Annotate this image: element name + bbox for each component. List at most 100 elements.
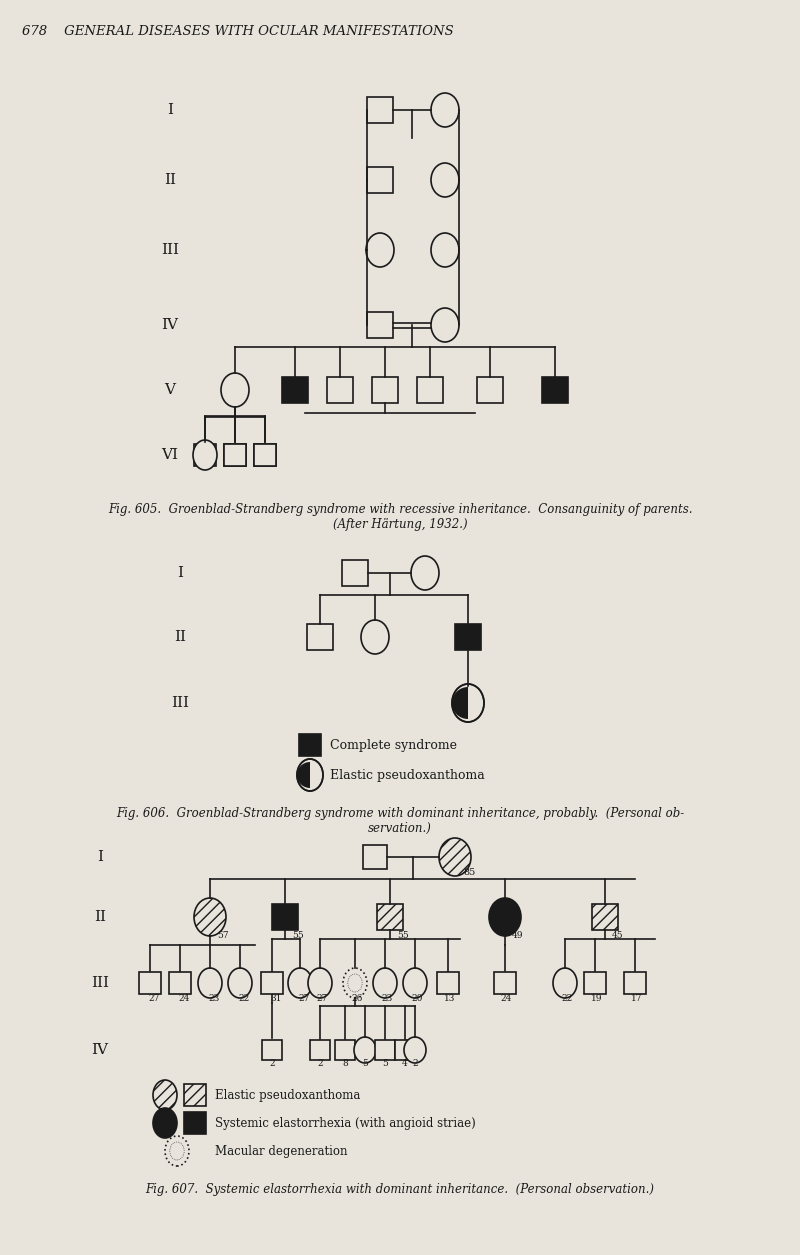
- Text: 27: 27: [316, 994, 327, 1003]
- Bar: [139, 973, 161, 994]
- Ellipse shape: [288, 968, 312, 998]
- Text: 55: 55: [397, 931, 409, 940]
- Text: 22: 22: [238, 994, 250, 1003]
- Ellipse shape: [404, 1037, 426, 1063]
- Ellipse shape: [228, 968, 252, 998]
- Text: 5: 5: [362, 1059, 368, 1068]
- Bar: [477, 376, 503, 403]
- Bar: [592, 904, 618, 930]
- Text: 678    GENERAL DISEASES WITH OCULAR MANIFESTATIONS: 678 GENERAL DISEASES WITH OCULAR MANIFES…: [22, 25, 454, 38]
- Ellipse shape: [411, 556, 439, 590]
- Text: Systemic elastorrhexia (with angioid striae): Systemic elastorrhexia (with angioid str…: [215, 1117, 476, 1130]
- Text: 27: 27: [298, 994, 310, 1003]
- Bar: [224, 444, 246, 466]
- Text: 24: 24: [178, 994, 190, 1003]
- Ellipse shape: [452, 684, 484, 722]
- Bar: [254, 444, 276, 466]
- Text: 13: 13: [444, 994, 455, 1003]
- Bar: [417, 376, 443, 403]
- Text: 27: 27: [148, 994, 159, 1003]
- Bar: [224, 444, 246, 466]
- Text: II: II: [164, 173, 176, 187]
- Text: I: I: [167, 103, 173, 117]
- Text: II: II: [174, 630, 186, 644]
- Text: 20: 20: [411, 994, 422, 1003]
- Bar: [307, 624, 333, 650]
- Ellipse shape: [439, 838, 471, 876]
- Ellipse shape: [348, 974, 362, 991]
- Ellipse shape: [361, 620, 389, 654]
- Ellipse shape: [308, 968, 332, 998]
- Bar: [542, 376, 568, 403]
- Bar: [335, 1040, 355, 1060]
- Ellipse shape: [373, 968, 397, 998]
- Text: Fig. 605.  Groenblad-Strandberg syndrome with recessive inheritance.  Consanguin: Fig. 605. Groenblad-Strandberg syndrome …: [108, 503, 692, 531]
- Bar: [494, 973, 516, 994]
- Ellipse shape: [170, 1142, 184, 1160]
- Text: 19: 19: [591, 994, 602, 1003]
- Ellipse shape: [431, 93, 459, 127]
- Bar: [272, 904, 298, 930]
- Bar: [624, 973, 646, 994]
- Text: Fig. 606.  Groenblad-Strandberg syndrome with dominant inheritance, probably.  (: Fig. 606. Groenblad-Strandberg syndrome …: [116, 807, 684, 835]
- Text: IV: IV: [162, 318, 178, 333]
- Text: 2: 2: [412, 1059, 418, 1068]
- Text: 24: 24: [500, 994, 511, 1003]
- Ellipse shape: [553, 968, 577, 998]
- Ellipse shape: [354, 1037, 376, 1063]
- Ellipse shape: [366, 233, 394, 267]
- Text: Complete syndrome: Complete syndrome: [330, 738, 457, 752]
- Text: I: I: [97, 850, 103, 863]
- Text: VI: VI: [162, 448, 178, 462]
- Bar: [254, 444, 276, 466]
- Ellipse shape: [431, 307, 459, 343]
- Bar: [395, 1040, 415, 1060]
- Bar: [584, 973, 606, 994]
- Ellipse shape: [165, 1136, 189, 1166]
- Text: 2: 2: [317, 1059, 322, 1068]
- Bar: [377, 904, 403, 930]
- Bar: [372, 376, 398, 403]
- Bar: [261, 973, 283, 994]
- Text: 23: 23: [381, 994, 392, 1003]
- Ellipse shape: [343, 968, 367, 998]
- Ellipse shape: [431, 163, 459, 197]
- Text: 55: 55: [292, 931, 304, 940]
- Bar: [375, 1040, 395, 1060]
- Bar: [437, 973, 459, 994]
- Text: 8: 8: [342, 1059, 348, 1068]
- Text: V: V: [165, 383, 175, 397]
- Text: 31: 31: [270, 994, 282, 1003]
- Text: III: III: [91, 976, 109, 990]
- Bar: [455, 624, 481, 650]
- Text: 57: 57: [217, 931, 229, 940]
- Bar: [184, 1084, 206, 1106]
- Ellipse shape: [194, 899, 226, 936]
- Bar: [367, 167, 393, 193]
- Text: 2: 2: [269, 1059, 274, 1068]
- Ellipse shape: [193, 441, 217, 471]
- Text: Fig. 607.  Systemic elastorrhexia with dominant inheritance.  (Personal observat: Fig. 607. Systemic elastorrhexia with do…: [146, 1183, 654, 1196]
- Text: IV: IV: [91, 1043, 109, 1057]
- Ellipse shape: [403, 968, 427, 998]
- Text: 5: 5: [382, 1059, 388, 1068]
- Text: 4: 4: [402, 1059, 408, 1068]
- Bar: [282, 376, 308, 403]
- Ellipse shape: [489, 899, 521, 936]
- Wedge shape: [297, 762, 310, 788]
- Bar: [299, 734, 321, 756]
- Bar: [363, 845, 387, 868]
- Text: 85: 85: [463, 868, 475, 877]
- Ellipse shape: [198, 968, 222, 998]
- Text: 26: 26: [351, 994, 362, 1003]
- Bar: [327, 376, 353, 403]
- Text: Macular degeneration: Macular degeneration: [215, 1145, 347, 1157]
- Wedge shape: [452, 686, 468, 719]
- Bar: [262, 1040, 282, 1060]
- Text: 23: 23: [208, 994, 219, 1003]
- Text: Elastic pseudoxanthoma: Elastic pseudoxanthoma: [330, 768, 485, 782]
- Bar: [367, 97, 393, 123]
- Text: 22: 22: [561, 994, 572, 1003]
- Ellipse shape: [153, 1081, 177, 1109]
- Ellipse shape: [431, 233, 459, 267]
